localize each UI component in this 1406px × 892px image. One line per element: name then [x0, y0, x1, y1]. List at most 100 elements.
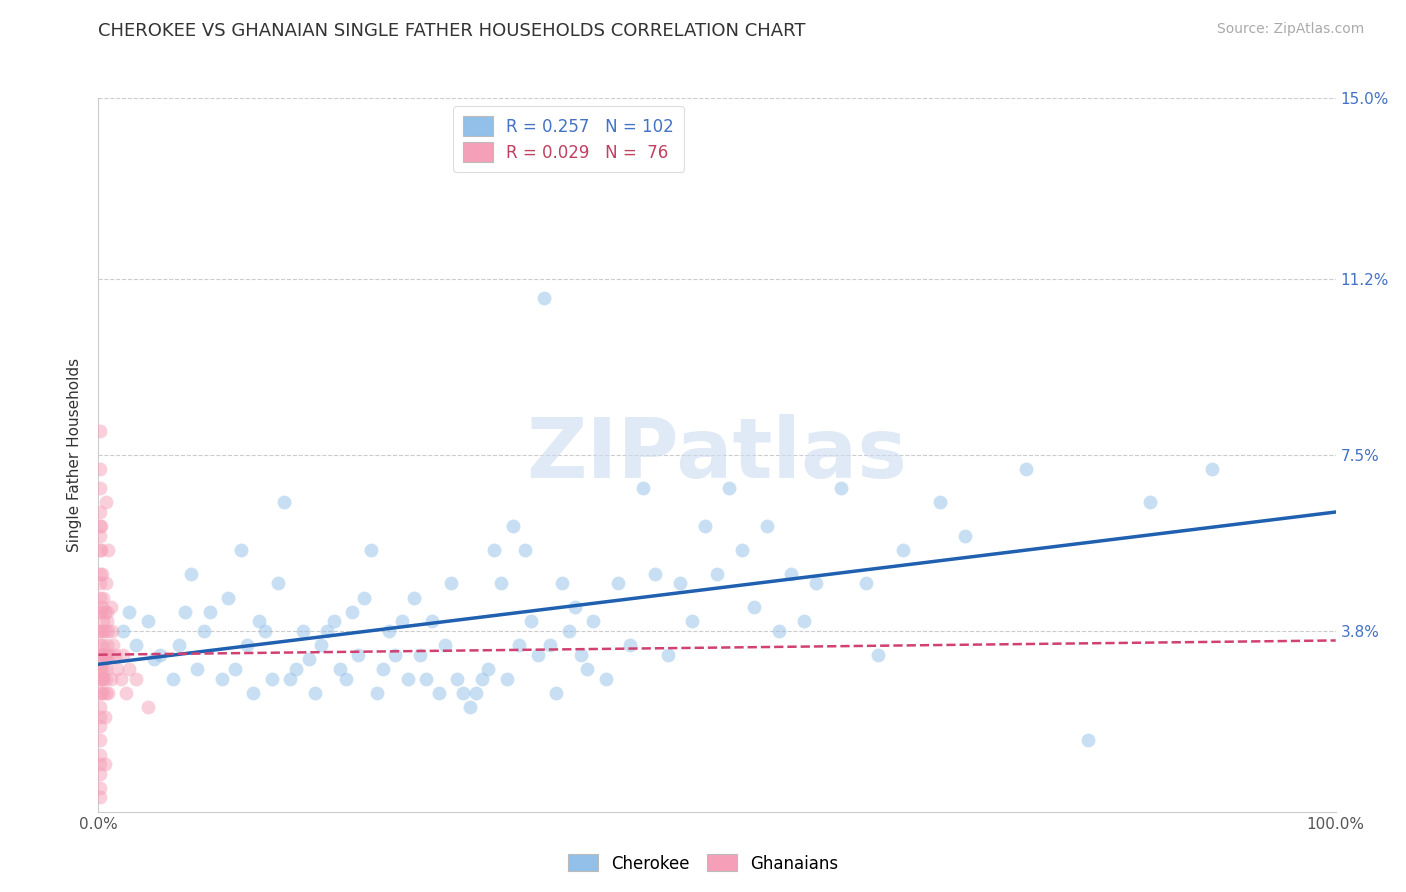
Point	[285, 662, 308, 676]
Point	[90, 543, 112, 558]
Point	[619, 638, 641, 652]
Point	[217, 591, 239, 605]
Point	[89, 624, 111, 638]
Point	[384, 648, 406, 662]
Point	[247, 615, 270, 629]
Point	[657, 648, 679, 662]
Point	[464, 686, 486, 700]
Point	[718, 481, 741, 495]
Point	[304, 686, 326, 700]
Point	[93, 709, 115, 723]
Point	[366, 686, 388, 700]
Y-axis label: Single Father Households: Single Father Households	[67, 358, 83, 552]
Point	[89, 686, 111, 700]
Point	[93, 662, 115, 676]
Point	[89, 566, 111, 581]
Point	[855, 576, 877, 591]
Point	[830, 481, 852, 495]
Point	[89, 648, 111, 662]
Text: ZIPatlas: ZIPatlas	[527, 415, 907, 495]
Point	[693, 519, 716, 533]
Point	[97, 624, 120, 638]
Point	[569, 648, 592, 662]
Point	[526, 648, 548, 662]
Point	[90, 605, 112, 619]
Point	[103, 638, 125, 652]
Point	[89, 638, 111, 652]
Point	[706, 566, 728, 581]
Point	[90, 648, 112, 662]
Point	[91, 638, 114, 652]
Point	[433, 638, 456, 652]
Point	[89, 757, 111, 772]
Point	[94, 652, 117, 666]
Point	[477, 662, 499, 676]
Point	[755, 519, 778, 533]
Point	[378, 624, 401, 638]
Point	[731, 543, 754, 558]
Point	[409, 648, 432, 662]
Point	[136, 700, 159, 714]
Point	[236, 638, 259, 652]
Point	[89, 766, 111, 780]
Point	[93, 624, 115, 638]
Point	[1201, 462, 1223, 476]
Point	[780, 566, 803, 581]
Point	[546, 686, 568, 700]
Point	[508, 638, 530, 652]
Point	[804, 576, 827, 591]
Point	[742, 600, 765, 615]
Point	[118, 605, 141, 619]
Point	[89, 780, 111, 795]
Point	[98, 648, 121, 662]
Point	[564, 600, 586, 615]
Legend: R = 0.257   N = 102, R = 0.029   N =  76: R = 0.257 N = 102, R = 0.029 N = 76	[453, 106, 685, 171]
Point	[89, 662, 111, 676]
Point	[94, 495, 117, 509]
Point	[89, 576, 111, 591]
Point	[89, 672, 111, 686]
Point	[242, 686, 264, 700]
Point	[136, 615, 159, 629]
Point	[89, 709, 111, 723]
Point	[402, 591, 425, 605]
Point	[953, 529, 976, 543]
Point	[440, 576, 463, 591]
Point	[254, 624, 277, 638]
Point	[309, 638, 332, 652]
Point	[267, 576, 290, 591]
Point	[229, 543, 252, 558]
Legend: Cherokee, Ghanaians: Cherokee, Ghanaians	[561, 847, 845, 880]
Point	[681, 615, 703, 629]
Point	[576, 662, 599, 676]
Point	[93, 686, 115, 700]
Point	[89, 700, 111, 714]
Point	[162, 672, 184, 686]
Point	[89, 719, 111, 733]
Point	[768, 624, 790, 638]
Point	[551, 576, 574, 591]
Point	[644, 566, 666, 581]
Point	[89, 747, 111, 762]
Point	[89, 733, 111, 747]
Point	[149, 648, 172, 662]
Point	[100, 600, 122, 615]
Point	[94, 662, 117, 676]
Point	[538, 638, 561, 652]
Point	[1015, 462, 1038, 476]
Point	[89, 543, 111, 558]
Point	[458, 700, 481, 714]
Point	[93, 648, 115, 662]
Point	[278, 672, 301, 686]
Point	[112, 624, 135, 638]
Point	[100, 672, 122, 686]
Point	[211, 672, 233, 686]
Point	[427, 686, 450, 700]
Point	[89, 424, 111, 438]
Point	[224, 662, 246, 676]
Point	[291, 624, 314, 638]
Point	[94, 672, 117, 686]
Point	[93, 672, 115, 686]
Point	[422, 615, 444, 629]
Point	[198, 605, 221, 619]
